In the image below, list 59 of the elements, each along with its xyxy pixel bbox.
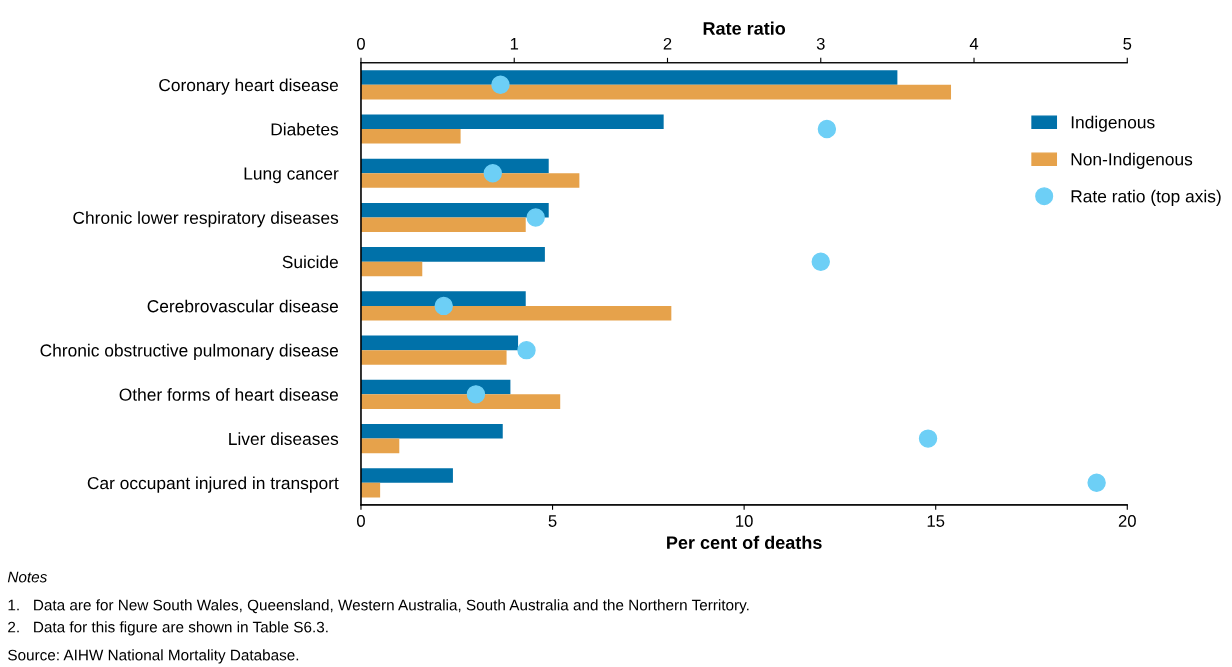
y-tick-label: Chronic obstructive pulmonary disease [40,343,338,361]
bar [360,350,507,365]
x-tick-label: 10 [736,515,753,527]
bar [360,305,672,321]
x2-tick-label: 2 [663,37,672,50]
y-tick-label: Lung cancer [244,167,339,184]
x2-tick-label: 0 [356,37,365,50]
bar [360,173,580,188]
bar [360,468,453,483]
x-axis-title: Per cent of deaths [667,535,822,549]
y-tick-label: Diabetes [271,122,339,136]
x-tick-label: 20 [1118,515,1136,527]
text: 1. Data are for New South Wales, Queensland, Western Australia, South Australia and the Northern Territory. [8,599,749,614]
y-tick-label: Chronic lower respiratory diseases [73,211,339,228]
x2-tick-label: 4 [969,38,979,50]
point [483,164,502,183]
x2-tick-label: 5 [1123,38,1132,50]
y-tick-label: Other forms of heart disease [119,388,338,401]
text: 2. Data for this figure are shown in Table S6.3. [8,621,328,636]
point [1087,473,1106,493]
bar [360,84,952,100]
bar [360,217,526,233]
bar [360,438,400,454]
legend-label: Non-Indigenous [1071,152,1193,169]
point [918,429,938,448]
x-tick-label: 0 [356,515,365,527]
bar [360,70,898,85]
y-tick-label: Coronary heart disease [159,78,338,95]
bar [360,247,545,262]
point [466,385,486,404]
bar [360,335,519,351]
point [491,75,510,95]
bar [360,129,461,144]
source-note: Source: AIHW National Mortality Database. [8,649,299,664]
legend-label: Rate ratio (top axis) [1071,189,1221,206]
y-tick-label: Car occupant injured in transport [87,476,339,493]
bar [360,114,664,130]
bar [360,261,423,277]
y-tick-label: Liver diseases [229,432,339,446]
x-tick-label: 5 [548,515,557,527]
legend-label: Indigenous [1071,115,1155,132]
point [526,208,545,227]
point [817,119,837,139]
bar [360,158,549,174]
y-tick-label: Suicide [282,255,338,269]
bar [360,482,381,498]
bar [360,423,503,439]
point [517,340,536,360]
x2-tick-label: 3 [816,37,825,50]
point [811,252,830,271]
point [434,296,453,316]
bar [360,202,549,218]
bar [360,394,561,409]
x-tick-label: 15 [927,515,945,527]
x2-tick-label: 1 [510,38,519,50]
text: Notes [7,571,47,583]
x2-axis-title: Rate ratio [703,21,786,35]
y-tick-label: Cerebrovascular disease [147,299,338,313]
bar [360,291,526,306]
